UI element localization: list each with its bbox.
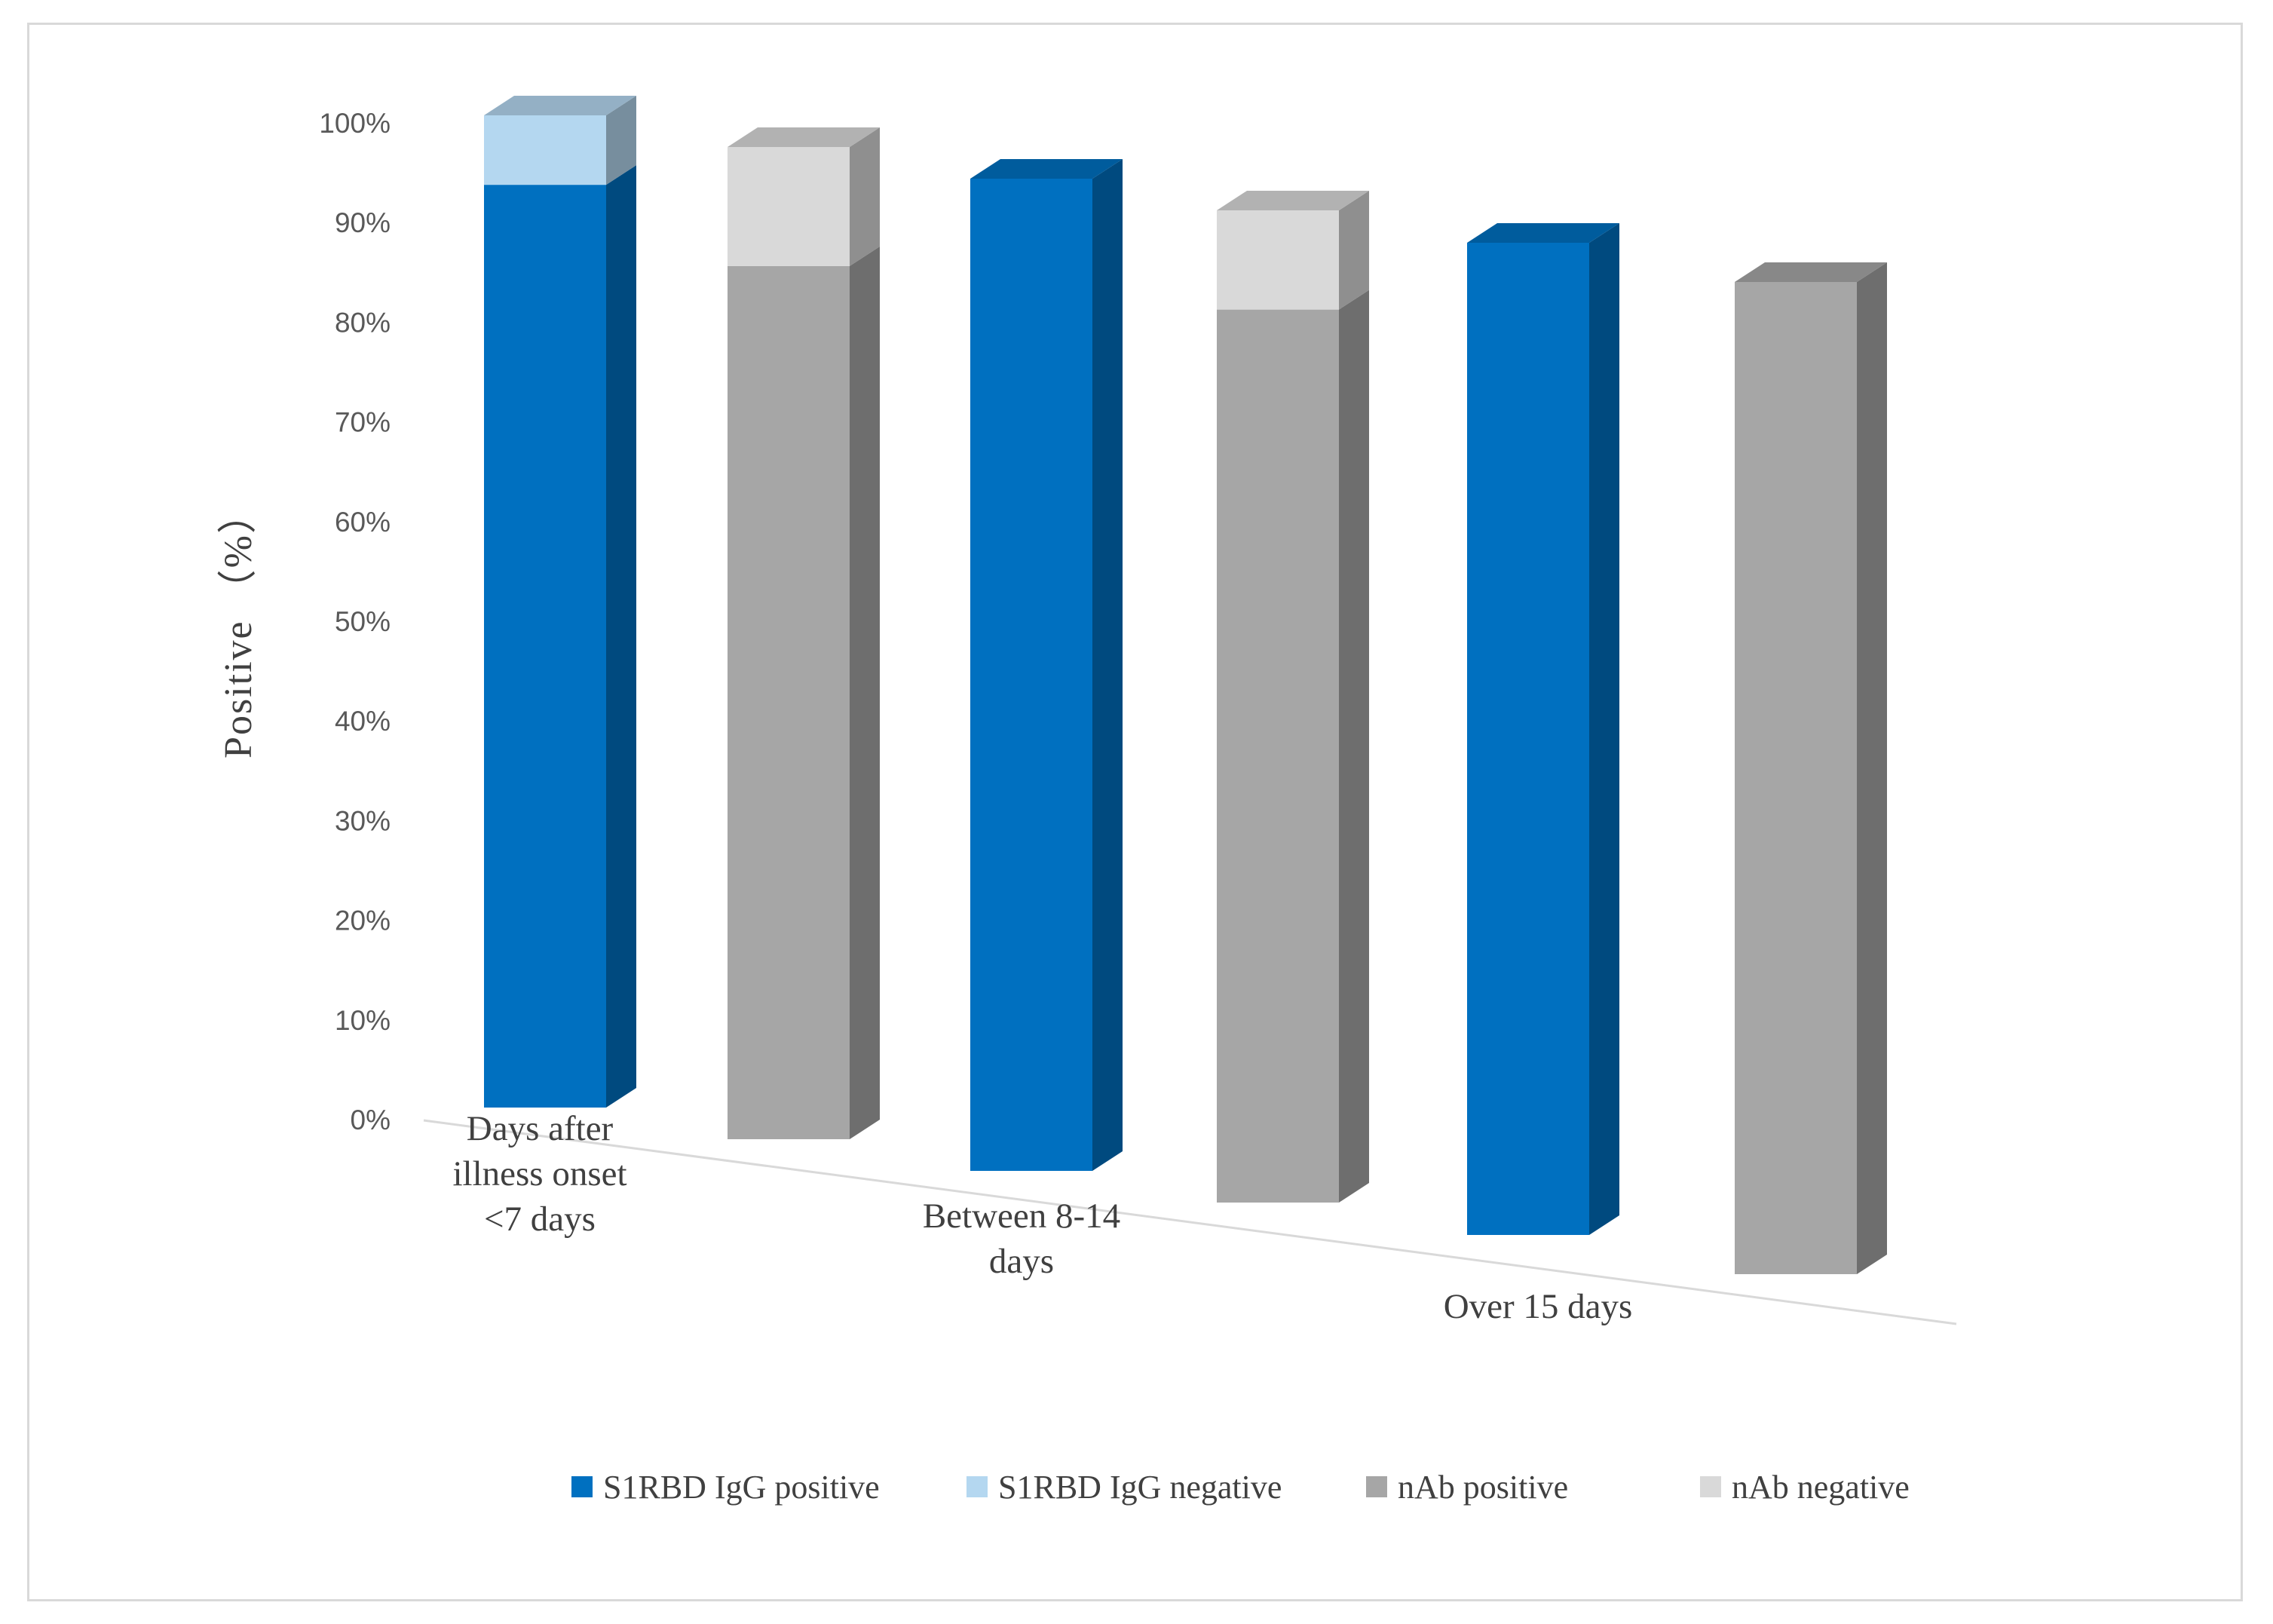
- bar-stack-s1rbd-igg-positive-1: [484, 96, 636, 1108]
- y-tick-label: 0%: [351, 1105, 391, 1135]
- bar-side-nab-positive-1: [850, 246, 880, 1139]
- bar-top-s1rbd-igg-negative-1: [484, 96, 636, 115]
- bar-side-s1rbd-igg-positive-1: [606, 165, 636, 1108]
- bar-top-nab-negative-2: [1217, 191, 1369, 210]
- bar-nab-positive-1: [728, 265, 850, 1139]
- y-tick-label: 40%: [335, 706, 391, 737]
- bar-stack-s1rbd-igg-positive-2: [970, 159, 1123, 1171]
- category-label: Over 15 days: [1444, 1287, 1633, 1326]
- legend-label-nab-positive: nAb positive: [1398, 1469, 1568, 1506]
- y-tick-label: 10%: [335, 1005, 391, 1036]
- bar-s1rbd-igg-positive-3: [1467, 243, 1589, 1235]
- y-tick-label: 100%: [319, 108, 391, 139]
- bar-side-nab-negative-2: [1339, 191, 1369, 310]
- bar-side-s1rbd-igg-positive-3: [1589, 223, 1619, 1235]
- legend-label-nab-negative: nAb negative: [1732, 1469, 1910, 1506]
- bar-nab-positive-3: [1735, 282, 1857, 1274]
- bar-side-nab-positive-2: [1339, 290, 1369, 1203]
- legend-label-s1rbd-igg-negative: S1RBD IgG negative: [998, 1469, 1282, 1506]
- legend-swatch-nab-positive: [1366, 1476, 1387, 1497]
- bar-side-nab-negative-1: [850, 127, 880, 266]
- bar-nab-positive-2: [1217, 309, 1339, 1203]
- category-label: days: [989, 1242, 1054, 1281]
- legend-swatch-s1rbd-igg-negative: [966, 1476, 988, 1497]
- bar-stack-s1rbd-igg-positive-3: [1467, 223, 1619, 1235]
- bar-top-nab-positive-3: [1735, 262, 1887, 282]
- bar-side-s1rbd-igg-positive-2: [1092, 159, 1123, 1171]
- category-label: <7 days: [484, 1200, 596, 1239]
- y-tick-label: 90%: [335, 207, 391, 238]
- bar-nab-negative-1: [728, 147, 850, 266]
- category-label: illness onset: [452, 1154, 626, 1193]
- y-axis-title-text: Positive （%）: [217, 493, 260, 758]
- y-tick-label: 60%: [335, 507, 391, 538]
- bar-s1rbd-igg-negative-1: [484, 115, 606, 185]
- x-axis-baseline: [423, 1119, 1957, 1325]
- y-tick-label: 30%: [335, 805, 391, 836]
- bar-stack-nab-positive-3: [1735, 262, 1887, 1274]
- bars: [484, 96, 1887, 1274]
- category-labels: Days after illness onset <7 days Between 8-…: [452, 1109, 1632, 1326]
- bar-side-s1rbd-igg-negative-1: [606, 96, 636, 185]
- legend-label-s1rbd-igg-positive: S1RBD IgG positive: [603, 1469, 880, 1506]
- legend-swatch-nab-negative: [1700, 1476, 1721, 1497]
- bar-stack-nab-positive-2: [1217, 191, 1369, 1203]
- legend: S1RBD IgG positive S1RBD IgG negative nAb …: [571, 1469, 1910, 1506]
- y-tick-label: 70%: [335, 407, 391, 438]
- y-axis-title: Positive （%）: [217, 493, 260, 758]
- bar-side-nab-positive-3: [1857, 262, 1887, 1274]
- bar-s1rbd-igg-positive-1: [484, 185, 606, 1108]
- bar-nab-negative-2: [1217, 210, 1339, 310]
- category-label: Days after: [467, 1109, 614, 1148]
- bar-top-nab-negative-1: [728, 127, 880, 147]
- bar-top-s1rbd-igg-positive-2: [970, 159, 1123, 179]
- category-label: Between 8-14: [923, 1197, 1120, 1236]
- bar-stack-nab-positive-1: [728, 127, 880, 1139]
- legend-swatch-s1rbd-igg-positive: [571, 1476, 593, 1497]
- bar-top-s1rbd-igg-positive-3: [1467, 223, 1619, 243]
- y-axis-ticks: 0% 10% 20% 30% 40% 50% 60% 70% 80% 90% 100%: [319, 108, 391, 1135]
- y-tick-label: 80%: [335, 307, 391, 338]
- bar-s1rbd-igg-positive-2: [970, 179, 1092, 1171]
- y-tick-label: 50%: [335, 606, 391, 637]
- y-tick-label: 20%: [335, 905, 391, 936]
